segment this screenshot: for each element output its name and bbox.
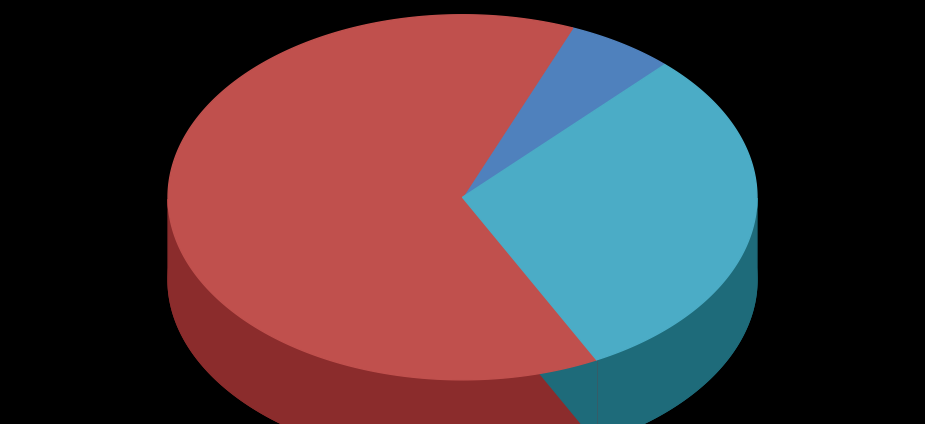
Polygon shape xyxy=(462,28,665,197)
Polygon shape xyxy=(168,15,597,380)
Polygon shape xyxy=(597,198,757,424)
Polygon shape xyxy=(462,111,665,280)
Polygon shape xyxy=(168,97,597,424)
Polygon shape xyxy=(462,147,757,424)
Polygon shape xyxy=(462,64,757,360)
Polygon shape xyxy=(168,199,597,424)
Polygon shape xyxy=(462,197,597,424)
Polygon shape xyxy=(462,197,597,424)
